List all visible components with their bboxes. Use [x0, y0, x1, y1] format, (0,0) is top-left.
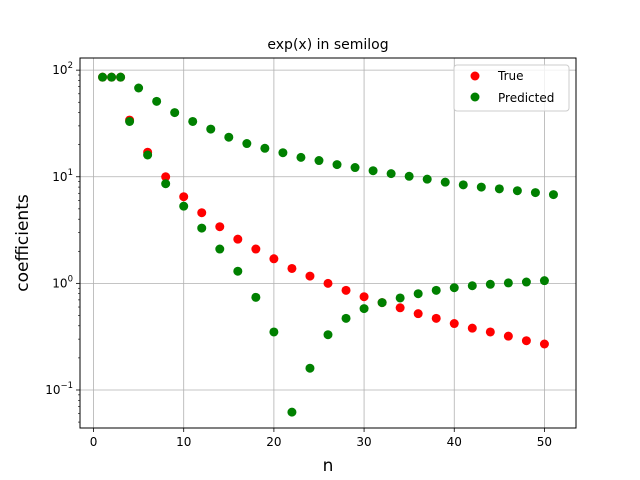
x-tick-label: 0	[90, 435, 98, 449]
predicted-data-point	[116, 72, 126, 82]
true-data-point	[539, 339, 549, 349]
predicted-data-point	[503, 278, 513, 288]
true-data-point	[233, 234, 243, 244]
predicted-data-point	[206, 124, 216, 134]
x-tick-label: 10	[176, 435, 191, 449]
predicted-data-point	[260, 143, 270, 153]
predicted-data-point	[449, 283, 459, 293]
x-tick-label: 40	[447, 435, 462, 449]
predicted-data-point	[404, 171, 414, 181]
plot-frame	[79, 57, 577, 429]
predicted-data-point	[269, 327, 279, 337]
y-tick-label: 102	[52, 61, 73, 77]
true-data-point	[179, 192, 189, 202]
predicted-data-point	[512, 186, 522, 196]
predicted-data-point	[233, 266, 243, 276]
true-data-point	[161, 172, 171, 182]
predicted-data-point	[143, 150, 153, 160]
true-data-point	[341, 285, 351, 295]
true-data-point	[197, 208, 207, 218]
true-data-point	[485, 327, 495, 337]
predicted-data-point	[251, 292, 261, 302]
true-data-point	[395, 303, 405, 313]
predicted-data-point	[296, 152, 306, 162]
predicted-data-point	[287, 407, 297, 417]
predicted-data-point	[395, 293, 405, 303]
predicted-data-point	[413, 289, 423, 299]
legend-label-true: True	[497, 69, 524, 83]
predicted-data-point	[152, 96, 162, 106]
chart-title: exp(x) in semilog	[267, 37, 388, 53]
y-tick-label: 101	[52, 168, 73, 184]
true-data-point	[305, 271, 315, 281]
true-data-point	[215, 222, 225, 232]
y-tick-label: 100	[52, 274, 73, 290]
predicted-data-point	[539, 276, 549, 286]
x-axis-label: n	[323, 456, 334, 476]
predicted-data-point	[368, 166, 378, 176]
predicted-data-point	[125, 116, 135, 126]
x-tick-label: 20	[266, 435, 281, 449]
predicted-data-point	[521, 277, 531, 287]
true-data-point	[287, 263, 297, 273]
true-data-point	[431, 313, 441, 323]
predicted-data-point	[323, 330, 333, 340]
predicted-data-point	[485, 279, 495, 289]
true-data-point	[449, 319, 459, 329]
predicted-data-point	[431, 285, 441, 295]
predicted-data-point	[350, 163, 360, 173]
predicted-data-point	[134, 83, 144, 93]
predicted-data-point	[224, 132, 234, 142]
x-tick-label: 30	[356, 435, 371, 449]
predicted-data-point	[359, 304, 369, 314]
predicted-data-point	[197, 223, 207, 233]
legend-label-predicted: Predicted	[498, 91, 554, 105]
true-data-point	[521, 336, 531, 346]
data-points	[98, 72, 558, 417]
predicted-data-point	[422, 174, 432, 184]
predicted-data-point	[188, 116, 198, 126]
true-data-point	[503, 331, 513, 341]
predicted-data-point	[548, 190, 558, 200]
x-axis-ticks: 0 10 20 30 40 50	[90, 428, 552, 449]
y-tick-label: 10−1	[45, 381, 73, 397]
true-data-point	[323, 278, 333, 288]
predicted-data-point	[305, 363, 315, 373]
true-data-point	[467, 323, 477, 333]
predicted-data-point	[377, 298, 387, 308]
predicted-data-point	[278, 148, 288, 158]
legend: True Predicted	[453, 64, 570, 112]
predicted-data-point	[458, 180, 468, 190]
predicted-data-point	[530, 188, 540, 198]
predicted-data-point	[494, 184, 504, 194]
true-data-point	[359, 292, 369, 302]
true-data-point	[251, 244, 261, 254]
predicted-data-point	[467, 281, 477, 291]
x-tick-label: 50	[537, 435, 552, 449]
predicted-data-point	[215, 244, 225, 254]
legend-marker-true	[470, 71, 480, 81]
true-data-point	[413, 309, 423, 319]
y-axis-label: coefficients	[13, 194, 33, 292]
predicted-data-point	[440, 177, 450, 187]
predicted-data-point	[314, 156, 324, 166]
predicted-data-point	[98, 72, 108, 82]
predicted-data-point	[386, 169, 396, 179]
y-axis-ticks: 10−1 100 101 102	[45, 61, 80, 423]
predicted-data-point	[179, 201, 189, 211]
predicted-data-point	[242, 139, 252, 149]
true-data-point	[269, 254, 279, 264]
legend-marker-predicted	[470, 92, 480, 102]
legend-box	[453, 64, 570, 112]
predicted-data-point	[476, 182, 486, 192]
predicted-data-point	[170, 108, 180, 118]
predicted-data-point	[107, 72, 117, 82]
predicted-data-point	[161, 179, 171, 189]
predicted-data-point	[341, 313, 351, 323]
predicted-data-point	[332, 160, 342, 170]
